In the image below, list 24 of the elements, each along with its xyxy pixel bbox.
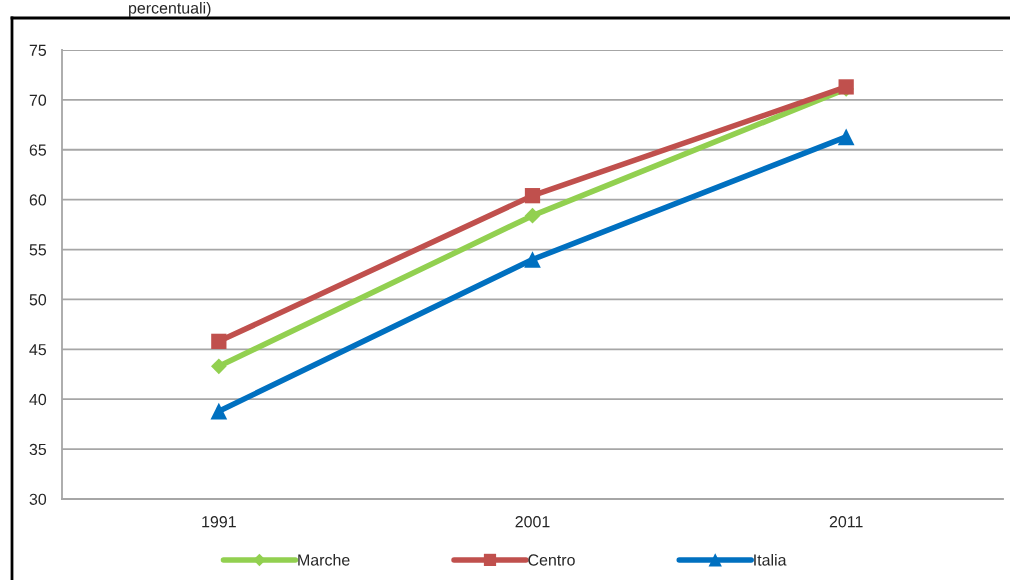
y-tick-label: 55 <box>29 244 47 256</box>
y-tick-label: 30 <box>29 493 47 505</box>
x-tick-label: 1991 <box>202 516 236 528</box>
x-tick-label: 2001 <box>515 516 550 528</box>
point <box>524 207 541 224</box>
legend-label: Marche <box>298 553 350 566</box>
y-tick-label: 70 <box>29 94 47 106</box>
point <box>837 128 855 146</box>
y-tick-label: 45 <box>29 344 47 356</box>
point <box>210 358 227 375</box>
point <box>211 333 227 349</box>
point <box>524 188 541 204</box>
y-tick-label: 60 <box>29 194 47 206</box>
legend-label: Centro <box>528 554 575 566</box>
point <box>210 402 228 420</box>
y-tick-label: 40 <box>29 393 47 406</box>
point <box>524 251 541 268</box>
y-tick-label: 75 <box>29 44 47 56</box>
y-tick-label: 65 <box>29 144 47 156</box>
x-tick-label: 2011 <box>829 516 863 528</box>
y-tick-label: 35 <box>29 443 47 456</box>
chart-title: percentuali) <box>129 2 211 17</box>
y-tick-label: 50 <box>29 294 47 306</box>
legend-label: Italia <box>754 553 787 566</box>
